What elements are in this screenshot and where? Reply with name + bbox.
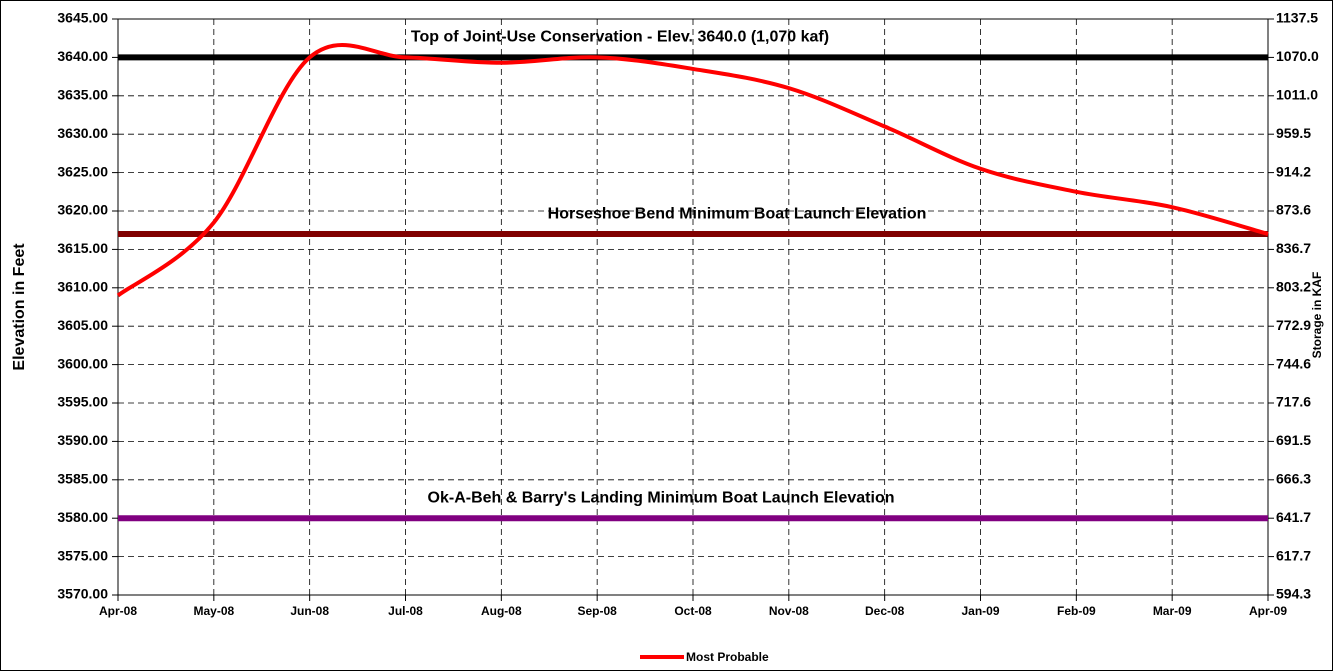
y2-tick-label: 803.2 <box>1276 279 1311 295</box>
x-tick-label: Feb-09 <box>1057 604 1096 618</box>
x-tick-label: Mar-09 <box>1153 604 1192 618</box>
y-tick-label: 3590.00 <box>57 432 108 448</box>
x-tick-label: May-08 <box>193 604 234 618</box>
y-tick-label: 3610.00 <box>57 279 108 295</box>
x-tick-label: Jun-08 <box>290 604 329 618</box>
y-tick-label: 3620.00 <box>57 202 108 218</box>
y-tick-label: 3585.00 <box>57 471 108 487</box>
x-tick-label: Jul-08 <box>388 604 423 618</box>
y2-tick-label: 1137.5 <box>1276 10 1318 26</box>
x-tick-label: Dec-08 <box>865 604 905 618</box>
plot-border <box>117 18 1269 596</box>
reference-label: Horseshoe Bend Minimum Boat Launch Eleva… <box>548 205 927 222</box>
y2-tick-label: 1070.0 <box>1276 48 1319 64</box>
y2-tick-label: 873.6 <box>1276 202 1311 218</box>
y-axis-title: Elevation in Feet <box>11 243 28 371</box>
y-tick-label: 3570.00 <box>57 586 108 602</box>
y-tick-label: 3625.00 <box>57 163 108 179</box>
y2-tick-label: 691.5 <box>1276 432 1311 448</box>
legend-label: Most Probable <box>686 650 769 664</box>
x-tick-label: Nov-08 <box>769 604 809 618</box>
reference-label: Ok-A-Beh & Barry's Landing Minimum Boat … <box>428 489 895 506</box>
y2-tick-label: 836.7 <box>1276 240 1311 256</box>
y-tick-label: 3640.00 <box>57 48 108 64</box>
y-tick-label: 3630.00 <box>57 125 108 141</box>
y2-tick-label: 717.6 <box>1276 394 1311 410</box>
reference-label: Top of Joint-Use Conservation - Elev. 36… <box>411 29 829 46</box>
y2-tick-label: 744.6 <box>1276 355 1311 371</box>
y-tick-label: 3615.00 <box>57 240 108 256</box>
y2-axis-title: Storage in KAF <box>1310 272 1324 359</box>
y-tick-label: 3635.00 <box>57 87 108 103</box>
y-tick-label: 3600.00 <box>57 355 108 371</box>
x-tick-label: Sep-08 <box>577 604 617 618</box>
x-tick-label: Apr-08 <box>99 604 137 618</box>
y-tick-label: 3645.00 <box>57 10 108 26</box>
y-tick-label: 3605.00 <box>57 317 108 333</box>
y2-tick-label: 594.3 <box>1276 586 1311 602</box>
y-tick-label: 3575.00 <box>57 547 108 563</box>
x-tick-label: Apr-09 <box>1249 604 1287 618</box>
x-tick-label: Oct-08 <box>674 604 712 618</box>
x-tick-label: Aug-08 <box>481 604 522 618</box>
y-tick-label: 3580.00 <box>57 509 108 525</box>
series-line <box>116 43 1269 298</box>
y2-tick-label: 1011.0 <box>1276 87 1318 103</box>
y2-tick-label: 617.7 <box>1276 547 1311 563</box>
y2-tick-label: 914.2 <box>1276 163 1311 179</box>
x-tick-label: Jan-09 <box>961 604 999 618</box>
y-tick-label: 3595.00 <box>57 394 108 410</box>
y2-tick-label: 772.9 <box>1276 317 1311 333</box>
y2-tick-label: 666.3 <box>1276 471 1311 487</box>
y2-tick-label: 641.7 <box>1276 509 1311 525</box>
y2-tick-label: 959.5 <box>1276 125 1311 141</box>
